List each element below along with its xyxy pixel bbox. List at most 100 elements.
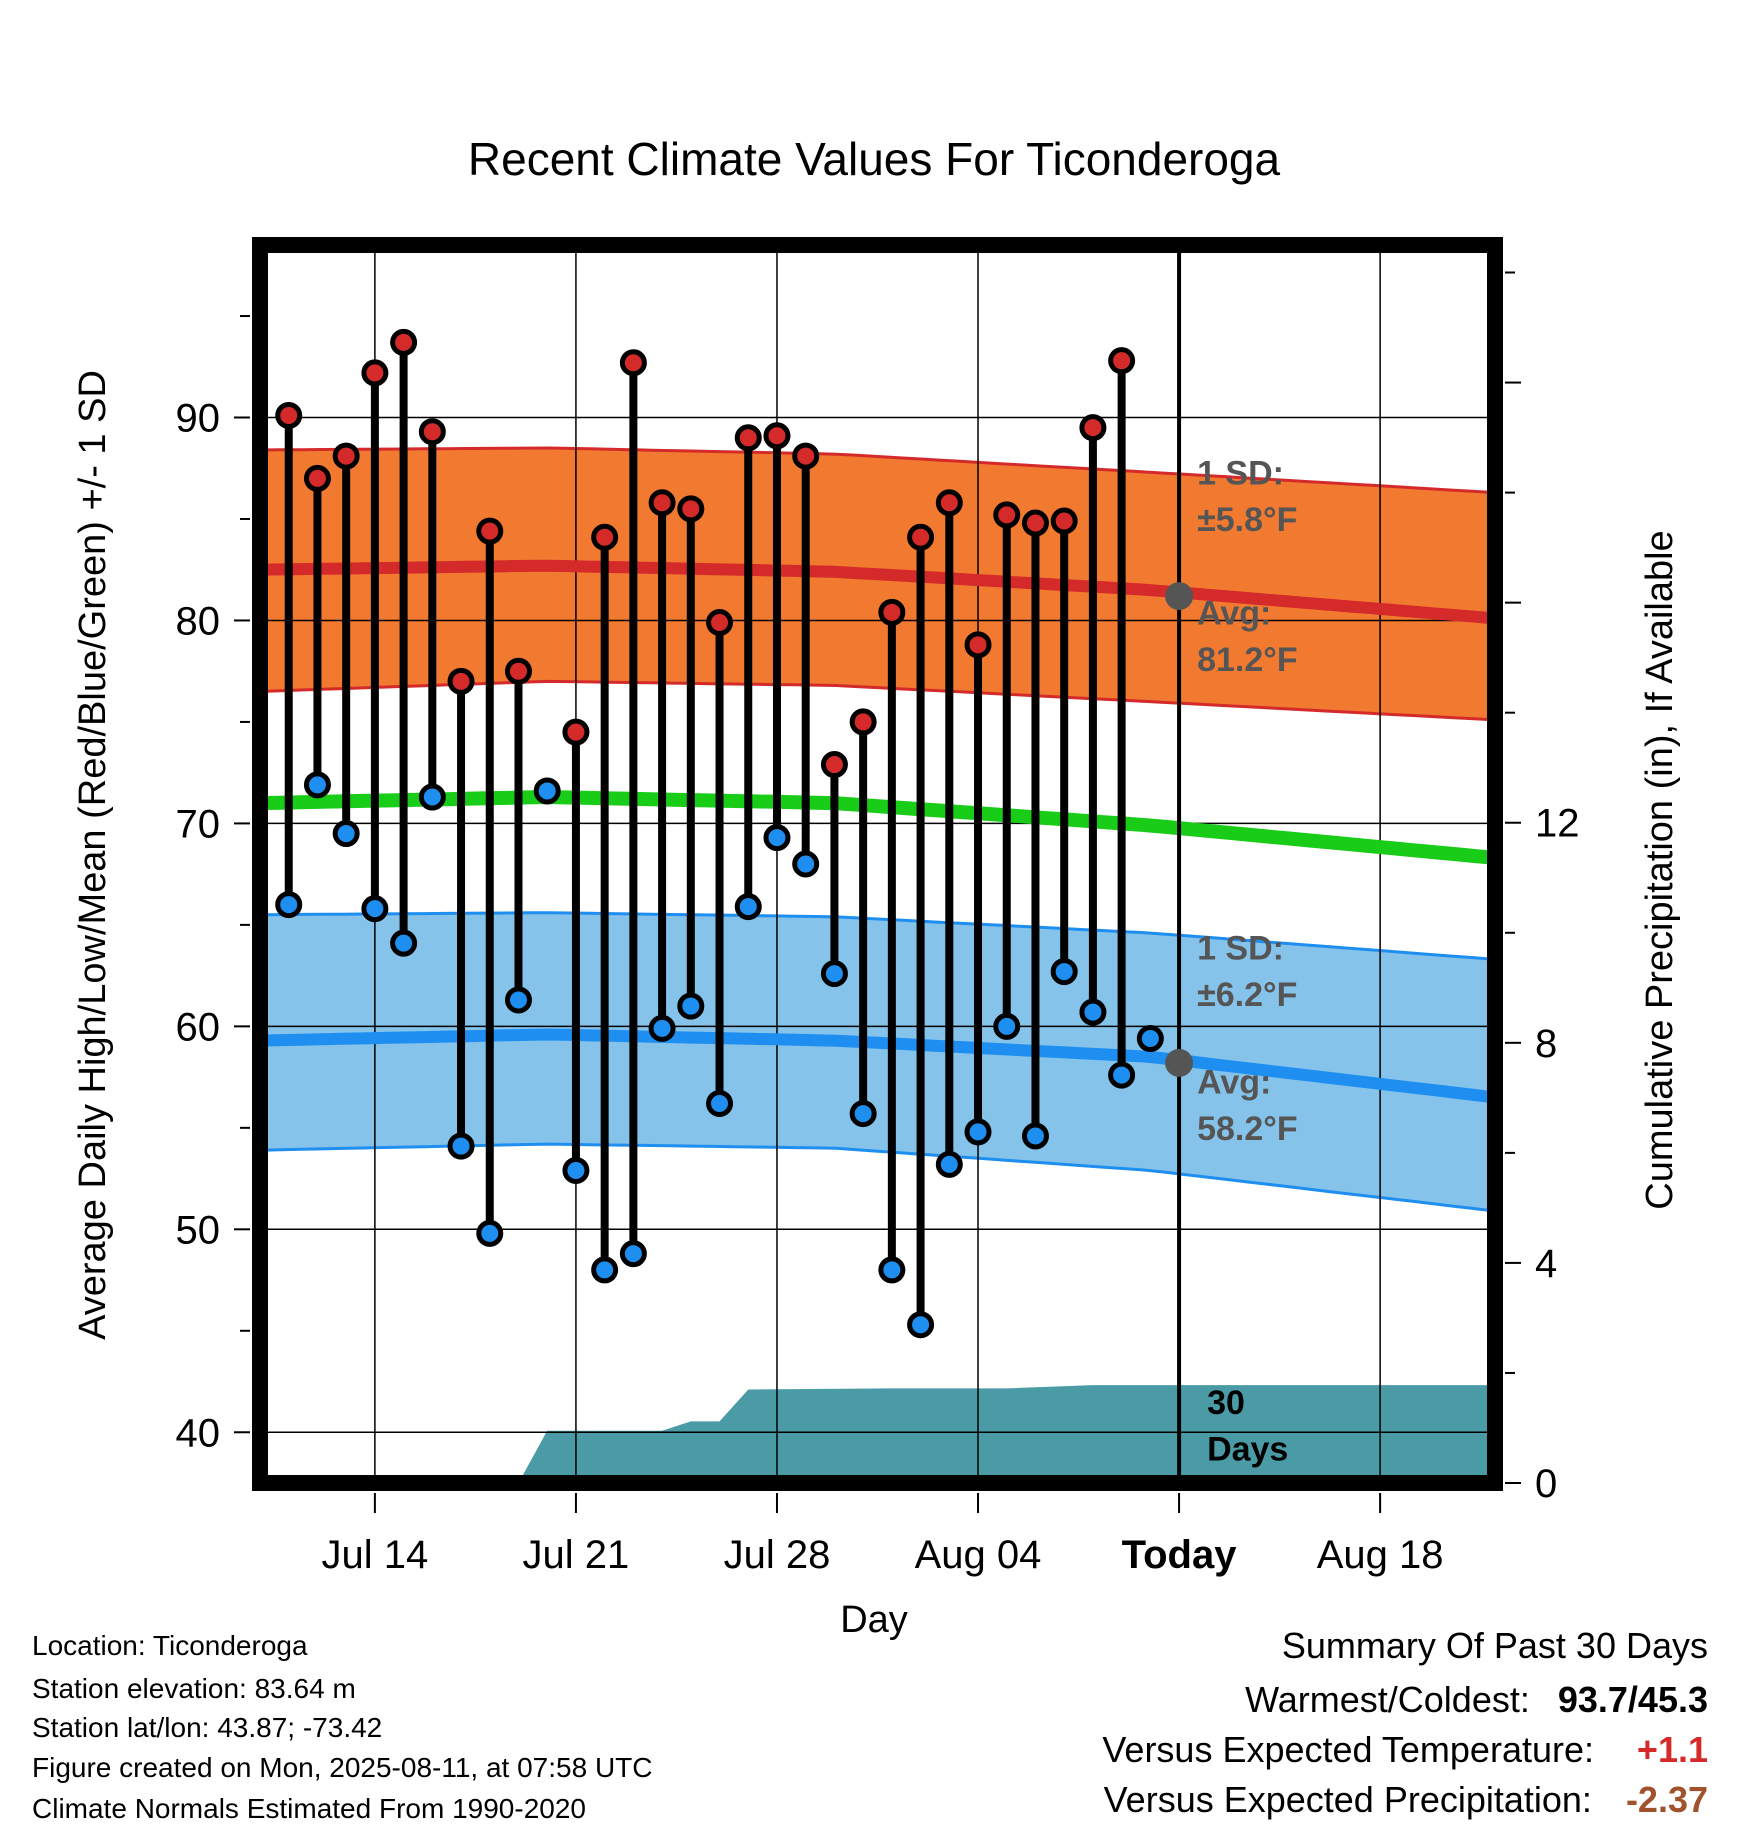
info-location: Location: Ticonderoga [32,1630,308,1661]
low-point [706,1089,734,1117]
info-created: Figure created on Mon, 2025-08-11, at 07… [32,1752,653,1783]
low-point [964,1118,992,1146]
warm-cold-label: Warmest/Coldest: [1245,1679,1530,1720]
summary-temp: Versus Expected Temperature: +1.1 [1102,1732,1708,1768]
x-tick-label-aug-04: Aug 04 [915,1533,1042,1577]
high-point [476,517,504,545]
temp-value: +1.1 [1636,1729,1708,1770]
high-point [332,442,360,470]
y-tick-label: 90 [176,397,221,441]
high-point [820,751,848,779]
high-point [447,667,475,695]
x-tick-label-jul-21: Jul 21 [523,1533,630,1577]
x-tick-label-jul-28: Jul 28 [724,1533,831,1577]
info-latlon: Station lat/lon: 43.87; -73.42 [32,1712,383,1743]
low-point [447,1132,475,1160]
high-point [390,328,418,356]
low-point [935,1150,963,1178]
high-sd-band [260,448,1495,720]
low-point [1136,1025,1164,1053]
high-point [1050,507,1078,535]
low-point [792,850,820,878]
low-sd-band [260,912,1495,1211]
high-point [849,708,877,736]
low-point [361,895,389,923]
high-point [504,657,532,685]
x-axis-label: Day [840,1599,908,1641]
high-sd-annotation-label: 1 SD: [1197,454,1284,492]
x-tick-label-jul-14: Jul 14 [322,1533,429,1577]
high-point [763,422,791,450]
high-avg-annotation-value: 81.2°F [1197,641,1298,679]
high-point [1021,509,1049,537]
low-point [533,777,561,805]
mean-avg-line [260,789,1495,865]
low-point [677,992,705,1020]
high-point [361,359,389,387]
low-point [1079,998,1107,1026]
y-tick-label: 50 [176,1208,221,1252]
high-point [619,349,647,377]
high-point [935,489,963,517]
high-point [303,464,331,492]
y-tick-label: 40 [176,1411,221,1455]
low-point [332,820,360,848]
high-point [792,442,820,470]
y2-tick-label: 12 [1535,802,1580,846]
low-point [763,824,791,852]
y2-tick-label: 8 [1535,1022,1557,1066]
low-point [504,986,532,1014]
low-point [562,1156,590,1184]
high-point [1108,347,1136,375]
y-tick-label: 70 [176,802,221,846]
high-point [677,495,705,523]
high-point [1079,414,1107,442]
low-avg-annotation-label: Avg: [1197,1063,1271,1101]
precip-value: -2.37 [1625,1779,1708,1820]
summary-precip: Versus Expected Precipitation: -2.37 [1104,1782,1708,1818]
low-point [476,1219,504,1247]
window-annotation-unit: Days [1207,1431,1288,1469]
high-point [907,523,935,551]
low-point [907,1311,935,1339]
x-tick-label-aug-18: Aug 18 [1317,1533,1444,1577]
low-point [591,1256,619,1284]
low-point [390,929,418,957]
low-avg-line [260,1028,1495,1104]
high-avg-line [260,559,1495,625]
low-sd-annotation-value: ±6.2°F [1197,976,1297,1014]
high-point [964,631,992,659]
low-point [820,960,848,988]
low-point [648,1014,676,1042]
high-point [418,418,446,446]
high-sd-upper-line [260,446,1495,495]
today-high-avg-marker [1165,582,1194,611]
low-point [993,1012,1021,1040]
low-point [878,1256,906,1284]
low-point [275,891,303,919]
y-axis-label: Average Daily High/Low/Mean (Red/Blue/Gr… [72,370,114,1340]
high-point [562,718,590,746]
low-point [1050,958,1078,986]
warm-cold-value: 93.7/45.3 [1557,1679,1708,1720]
y2-tick-label: 4 [1535,1242,1557,1286]
today-low-avg-marker [1165,1048,1194,1077]
temp-label: Versus Expected Temperature: [1102,1729,1594,1770]
high-point [275,401,303,429]
summary-heading: Summary Of Past 30 Days [1281,1625,1708,1666]
info-normals: Climate Normals Estimated From 1990-2020 [32,1793,586,1824]
x-tick-label-today: Today [1122,1533,1238,1577]
high-avg-annotation-label: Avg: [1197,595,1271,633]
high-point [591,523,619,551]
low-point [619,1240,647,1268]
low-sd-annotation-label: 1 SD: [1197,929,1284,967]
low-avg-annotation-value: 58.2°F [1197,1110,1298,1148]
high-sd-annotation-value: ±5.8°F [1197,501,1297,539]
high-point [706,608,734,636]
high-point [993,501,1021,529]
plot-content [260,245,1495,1483]
y2-tick-label: 0 [1535,1462,1557,1506]
precip-label: Versus Expected Precipitation: [1103,1779,1592,1820]
low-sd-upper-line [260,911,1495,961]
plot-frame [252,237,1503,1491]
